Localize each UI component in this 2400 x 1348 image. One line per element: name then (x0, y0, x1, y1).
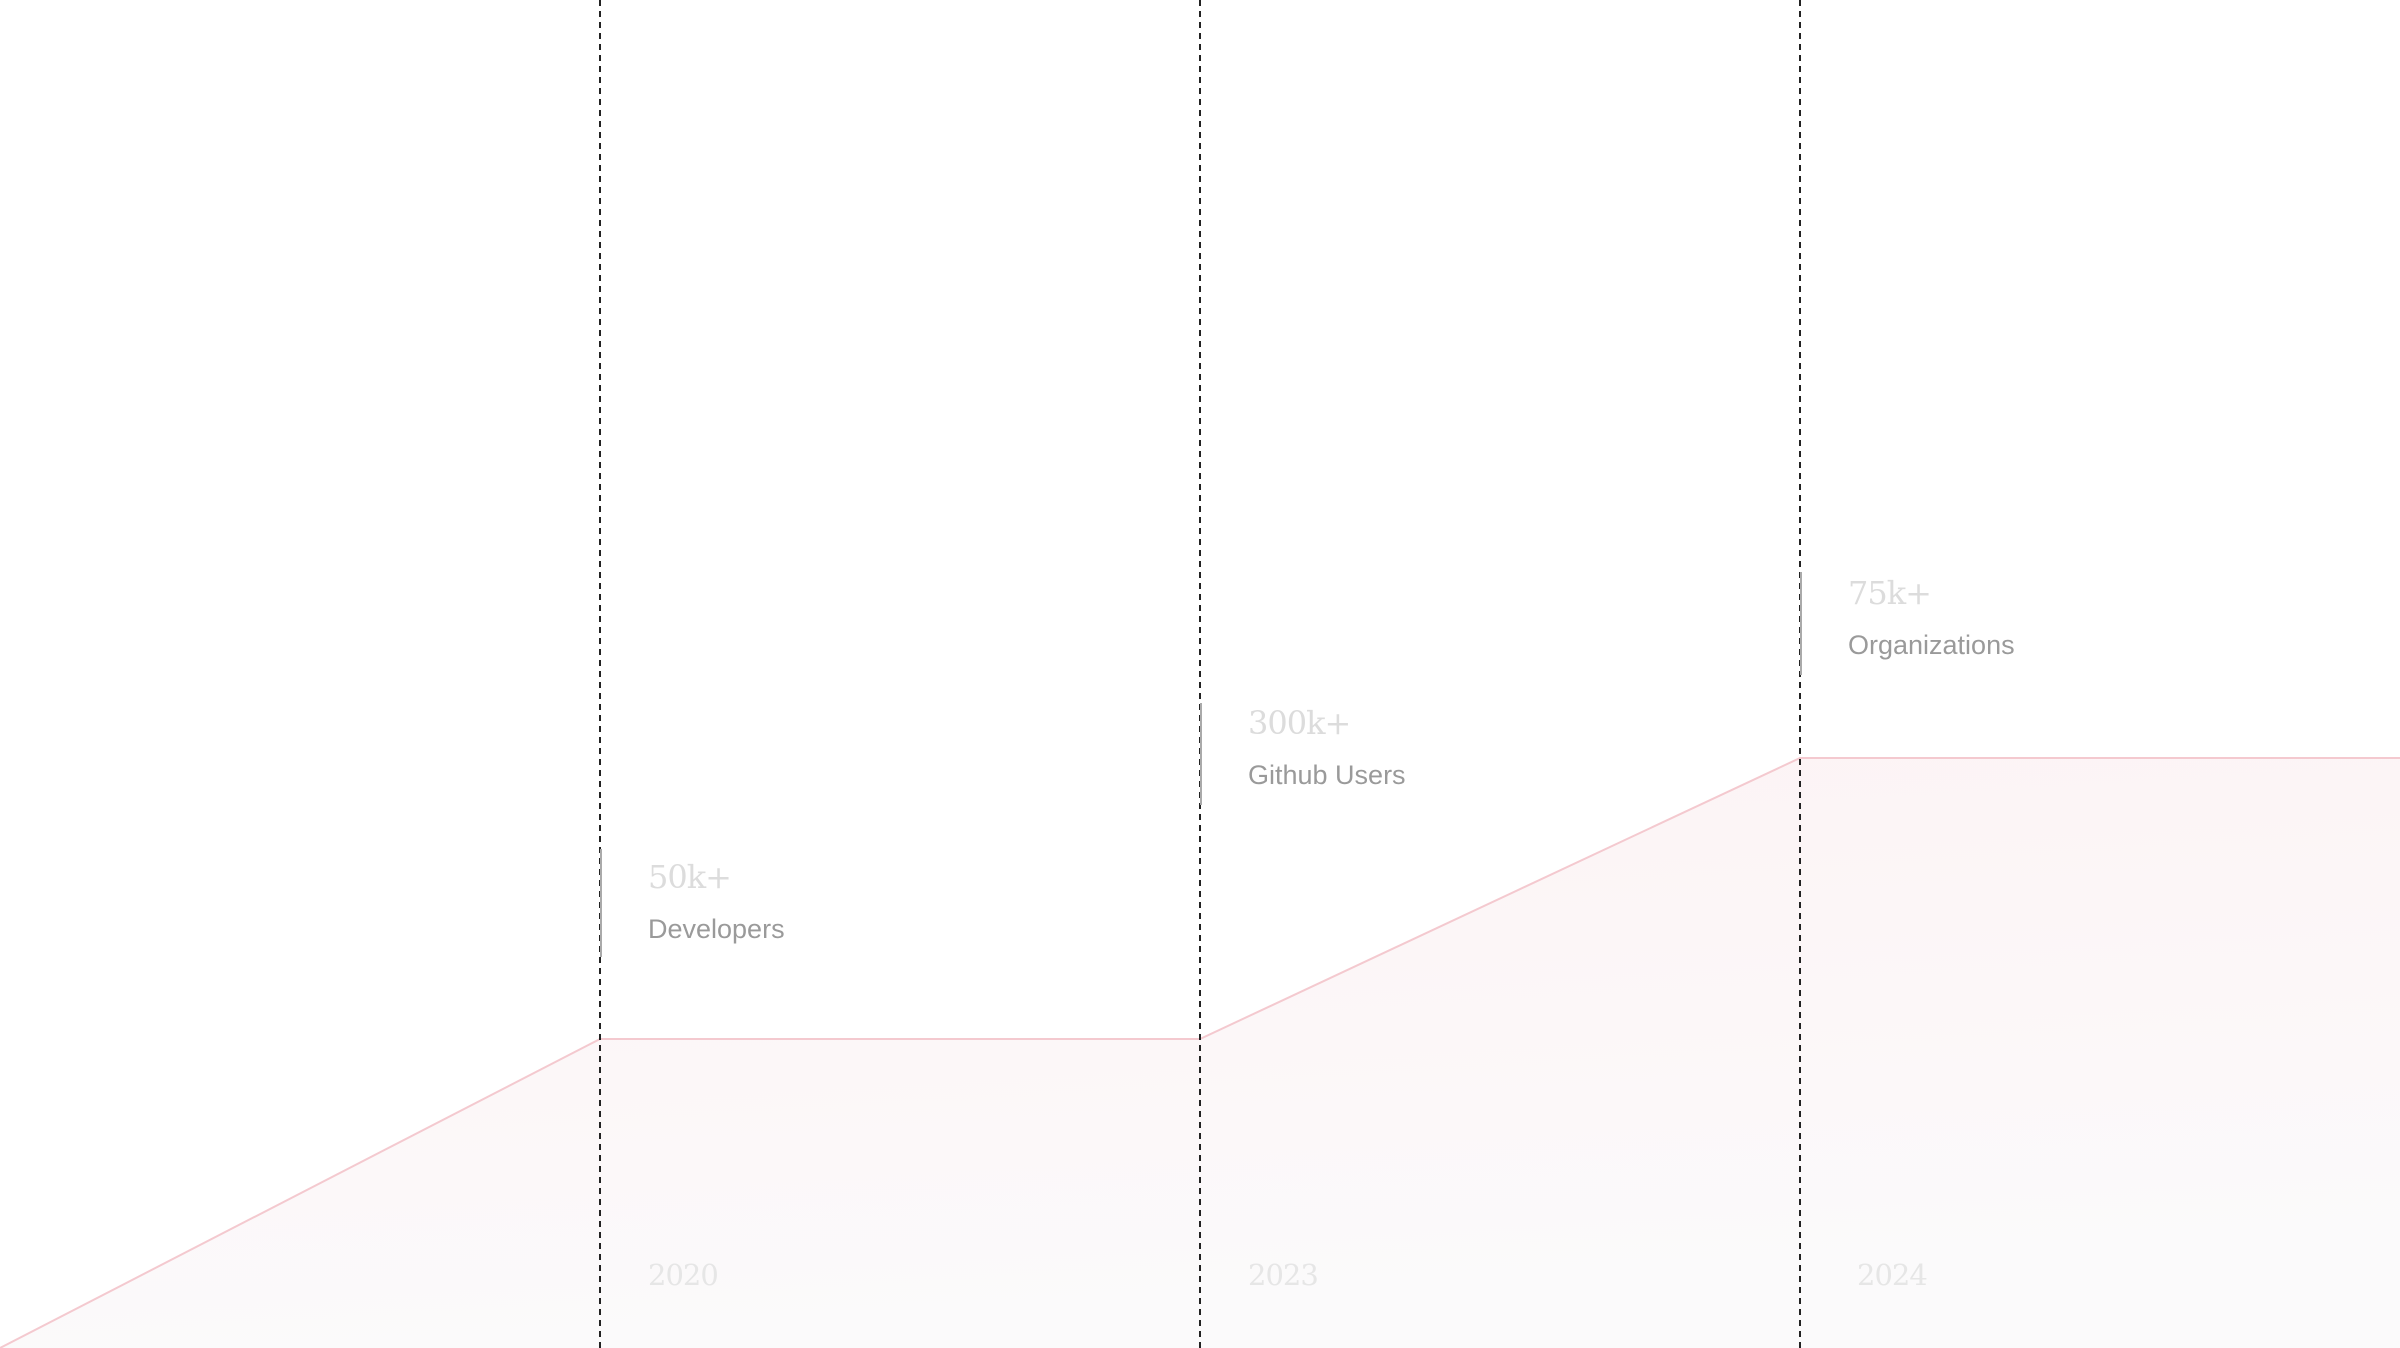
stat-value: 50k+ (648, 858, 732, 896)
year: 2024 (1857, 1258, 1928, 1292)
year: 2020 (648, 1258, 719, 1292)
stat-value: 75k+ (1848, 574, 1932, 612)
stat-label: Organizations (1848, 630, 2015, 660)
stat-label: Developers (648, 914, 785, 944)
stat-value: 300k+ (1248, 704, 1351, 742)
stat-label: Github Users (1248, 760, 1406, 790)
year: 2023 (1248, 1258, 1319, 1292)
